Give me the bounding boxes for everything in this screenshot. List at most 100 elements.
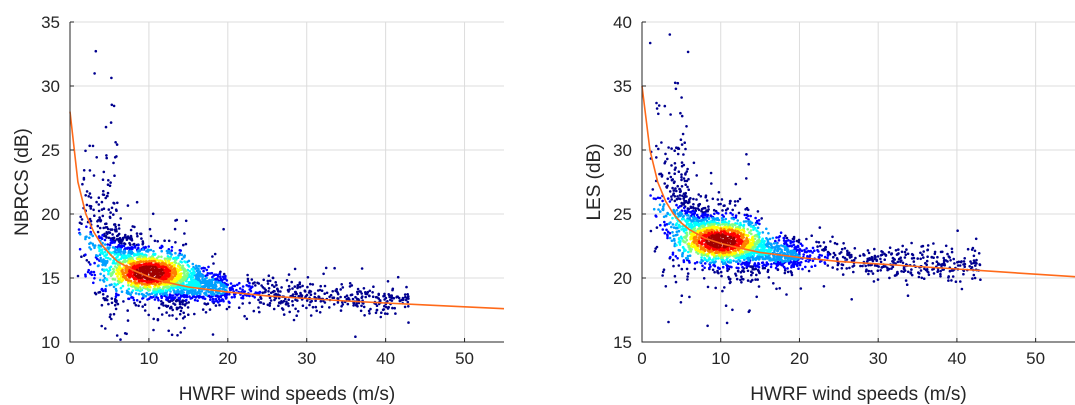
scatter-point — [80, 218, 84, 221]
scatter-point — [846, 249, 849, 253]
scatter-point — [89, 241, 92, 245]
scatter-point — [746, 269, 750, 273]
x-axis-title: HWRF wind speeds (m/s) — [179, 384, 395, 405]
scatter-point — [273, 285, 276, 289]
scatter-point — [112, 161, 115, 165]
scatter-point — [127, 287, 131, 291]
scatter-point — [917, 271, 920, 274]
scatter-point — [177, 254, 180, 257]
scatter-point — [673, 239, 676, 242]
scatter-point — [135, 281, 139, 285]
scatter-point — [698, 224, 701, 228]
scatter-point — [674, 87, 678, 91]
scatter-point — [873, 247, 876, 251]
scatter-point — [354, 295, 357, 299]
scatter-point — [328, 306, 331, 309]
scatter-point — [84, 237, 87, 241]
scatter-point — [698, 216, 701, 220]
scatter-point — [911, 253, 915, 257]
scatter-point — [750, 221, 754, 225]
scatter-point — [309, 293, 313, 297]
scatter-point — [680, 143, 684, 146]
y-axis-title: NBRCS (dB) — [12, 128, 33, 236]
scatter-point — [204, 311, 208, 314]
scatter-point — [148, 293, 152, 296]
scatter-point — [306, 285, 309, 289]
scatter-point — [675, 146, 678, 149]
scatter-point — [211, 300, 214, 303]
scatter-point — [116, 302, 120, 306]
scatter-point — [259, 295, 262, 299]
scatter-point — [358, 290, 361, 293]
scatter-point — [667, 171, 671, 175]
scatter-point — [755, 295, 758, 299]
scatter-point — [139, 286, 142, 289]
y-tick-label: 30 — [41, 77, 60, 96]
scatter-point — [89, 230, 92, 234]
scatter-point — [953, 262, 956, 265]
scatter-point — [959, 280, 962, 283]
scatter-point — [665, 223, 669, 226]
scatter-point — [701, 216, 705, 219]
scatter-point — [295, 314, 299, 318]
scatter-point — [147, 277, 151, 281]
scatter-point — [659, 210, 662, 213]
scatter-point — [127, 297, 131, 301]
scatter-point — [387, 305, 391, 309]
scatter-point — [774, 246, 777, 249]
scatter-point — [859, 264, 862, 268]
scatter-point — [675, 203, 678, 207]
scatter-point — [124, 233, 127, 237]
scatter-point — [280, 307, 284, 310]
scatter-point — [922, 277, 926, 281]
scatter-point — [703, 266, 706, 270]
scatter-point — [348, 282, 352, 285]
scatter-point — [968, 265, 971, 268]
scatter-point — [184, 242, 188, 246]
scatter-point — [97, 196, 101, 199]
scatter-point — [910, 268, 913, 271]
scatter-point — [960, 287, 964, 291]
scatter-point — [673, 162, 677, 165]
scatter-point — [657, 147, 660, 151]
scatter-point — [121, 284, 125, 288]
scatter-point — [876, 255, 880, 258]
scatter-point — [182, 272, 185, 275]
scatter-point — [386, 280, 390, 283]
scatter-point — [112, 267, 115, 271]
scatter-point — [731, 208, 734, 212]
scatter-point — [103, 268, 106, 272]
scatter-point — [101, 233, 104, 237]
scatter-point — [218, 303, 221, 307]
scatter-point — [362, 305, 366, 309]
scatter-point — [676, 233, 679, 236]
scatter-point — [932, 242, 935, 245]
scatter-point — [912, 260, 916, 263]
scatter-point — [186, 272, 189, 276]
scatter-point — [97, 203, 101, 206]
scatter-point — [89, 263, 92, 266]
scatter-point — [89, 207, 93, 210]
scatter-point — [308, 303, 311, 307]
scatter-point — [939, 250, 943, 254]
scatter-point — [848, 256, 852, 259]
scatter-point — [706, 324, 709, 328]
scatter-point — [657, 208, 660, 211]
scatter-point — [311, 283, 315, 286]
scatter-point — [220, 298, 224, 301]
scatter-point — [690, 248, 693, 251]
scatter-point — [651, 188, 655, 191]
scatter-point — [135, 232, 139, 235]
scatter-point — [754, 278, 757, 281]
scatter-point — [320, 305, 324, 309]
scatter-point — [734, 272, 737, 276]
scatter-point — [227, 300, 231, 304]
scatter-point — [684, 241, 687, 244]
scatter-point — [724, 304, 728, 308]
scatter-point — [713, 270, 716, 274]
scatter-point — [939, 272, 942, 276]
scatter-point — [167, 248, 171, 251]
scatter-point — [690, 220, 694, 223]
scatter-point — [90, 270, 93, 274]
scatter-point — [666, 230, 670, 234]
